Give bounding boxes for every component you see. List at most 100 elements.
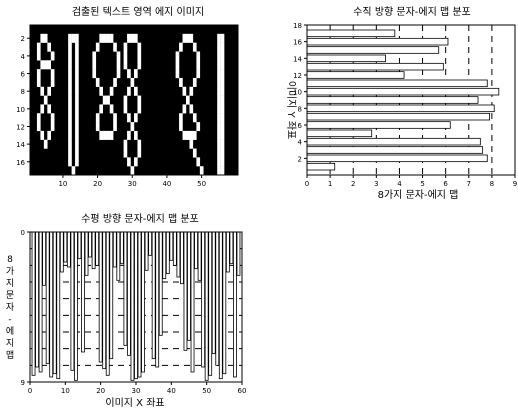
edge-pixel <box>217 130 221 140</box>
horizontal-distribution-ylabel-char: 지 <box>6 278 14 289</box>
edge-pixel <box>220 86 225 96</box>
edge-pixel <box>75 42 79 52</box>
x-tick-label: 4 <box>397 180 402 188</box>
bar <box>215 231 220 366</box>
edge-pixel <box>217 51 221 61</box>
edge-pixel <box>68 33 72 43</box>
edge-pixel <box>68 113 72 123</box>
bar <box>105 231 110 376</box>
edge-pixel <box>199 166 204 176</box>
edge-pixel <box>75 139 79 149</box>
bar <box>70 231 75 371</box>
bar <box>236 231 241 276</box>
edge-pixel <box>179 113 183 123</box>
edge-pixel <box>217 157 221 167</box>
bar <box>225 231 230 273</box>
edge-pixel <box>192 130 197 140</box>
edge-pixel <box>102 33 107 43</box>
bar <box>306 129 373 138</box>
edge-pixel <box>47 42 51 52</box>
edge-pixel <box>179 42 183 52</box>
edge-pixel <box>116 60 121 70</box>
bar <box>102 231 107 370</box>
edge-pixel <box>40 33 45 43</box>
bar <box>229 231 234 265</box>
edge-pixel <box>75 77 79 87</box>
edge-pixel <box>36 69 41 79</box>
y-tick-label: 2 <box>21 35 25 43</box>
edge-pixel <box>179 122 183 132</box>
bar <box>148 231 153 256</box>
bar <box>180 231 184 285</box>
edge-pixel <box>40 60 45 70</box>
bar <box>183 231 188 351</box>
bar <box>66 231 71 268</box>
edge-pixel <box>47 86 51 96</box>
edge-pixel <box>95 122 100 132</box>
vertical-distribution-title: 수직 방향 문자-에지 맵 분포 <box>353 6 471 18</box>
bar <box>306 154 488 163</box>
bar <box>95 231 100 266</box>
horizontal-distribution-ylabel-char: 자 <box>6 302 15 313</box>
edge-pixel <box>36 51 41 61</box>
edge-pixel <box>123 95 128 105</box>
edge-pixel <box>71 33 76 43</box>
y-tick-label: 16 <box>16 159 25 167</box>
bar <box>306 112 490 121</box>
edge-pixel <box>217 69 221 79</box>
x-tick-label: 3 <box>374 180 378 188</box>
edge-image-axes: 10 20 30 40 50 2 4 6 8 10 12 14 16 <box>16 24 239 188</box>
edge-pixel <box>68 157 72 167</box>
edge-pixel <box>113 122 117 132</box>
edge-pixel <box>99 104 103 114</box>
edge-pixel <box>220 33 225 43</box>
edge-pixel <box>75 69 79 79</box>
edge-pixel <box>217 42 221 52</box>
edge-pixel <box>189 86 194 96</box>
edge-pixel <box>220 104 225 114</box>
edge-pixel <box>175 60 180 70</box>
edge-pixel <box>220 139 225 149</box>
edge-pixel <box>109 104 114 114</box>
bar <box>306 162 336 171</box>
edge-pixel <box>127 130 131 140</box>
y-tick-label: 6 <box>298 122 303 130</box>
edge-pixel <box>36 113 41 123</box>
edge-pixel <box>123 60 128 70</box>
x-tick-label: 0 <box>28 387 32 395</box>
edge-pixel <box>196 157 201 167</box>
y-tick-label: 10 <box>16 106 25 114</box>
y-tick-label: 18 <box>293 22 302 30</box>
edge-image-background <box>30 25 238 175</box>
edge-pixel <box>75 60 79 70</box>
bar <box>218 231 223 380</box>
bar <box>204 231 209 381</box>
edge-pixel <box>220 42 225 52</box>
edge-pixel <box>182 86 187 96</box>
x-tick-label: 0 <box>305 180 309 188</box>
edge-pixel <box>50 77 55 87</box>
edge-pixel <box>68 130 72 140</box>
y-tick-label: 8 <box>298 105 302 113</box>
edge-pixel <box>217 104 221 114</box>
edge-pixel <box>109 86 114 96</box>
y-tick-label: 2 <box>298 155 302 163</box>
edge-pixel <box>175 69 180 79</box>
edge-pixel <box>134 157 138 167</box>
edge-pixel <box>217 60 221 70</box>
edge-pixel <box>189 104 194 114</box>
bar <box>306 62 444 71</box>
bar <box>306 121 451 129</box>
edge-pixel <box>217 122 221 132</box>
edge-pixel <box>217 113 221 123</box>
bar <box>306 96 479 104</box>
edge-pixel <box>75 104 79 114</box>
edge-pixel <box>123 42 128 52</box>
bar <box>77 231 82 260</box>
edge-pixel <box>68 139 72 149</box>
bar <box>123 231 128 346</box>
edge-pixel <box>109 130 114 140</box>
edge-pixel <box>68 86 72 96</box>
edge-pixel <box>75 122 79 132</box>
edge-pixel <box>134 130 138 140</box>
